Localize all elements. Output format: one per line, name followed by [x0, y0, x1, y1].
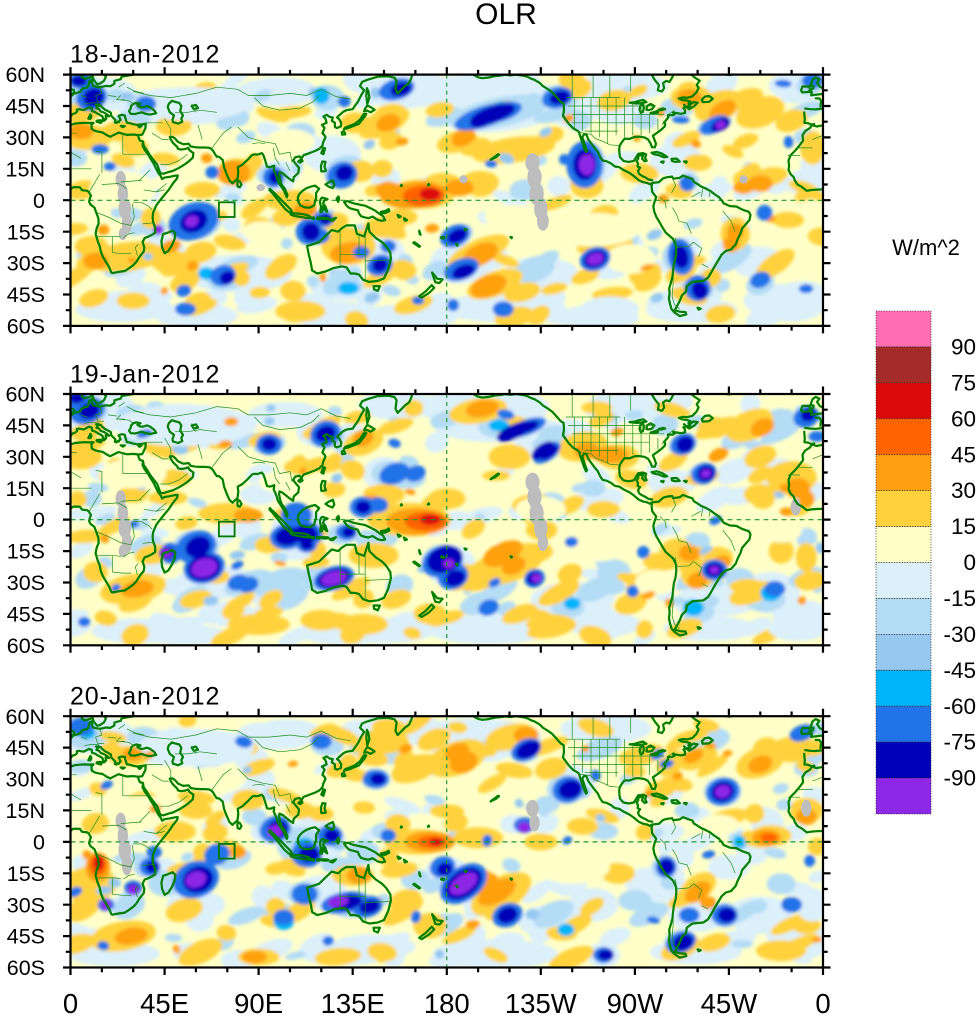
- svg-text:45W: 45W: [701, 988, 758, 1014]
- svg-text:30N: 30N: [6, 126, 45, 150]
- svg-text:60S: 60S: [7, 956, 45, 980]
- svg-text:30S: 30S: [7, 893, 45, 917]
- svg-text:W/m^2: W/m^2: [892, 235, 960, 260]
- svg-text:0: 0: [33, 831, 45, 855]
- svg-text:18-Jan-2012: 18-Jan-2012: [70, 41, 220, 69]
- svg-text:15S: 15S: [7, 862, 45, 886]
- svg-text:0: 0: [63, 988, 78, 1014]
- svg-text:60: 60: [951, 406, 976, 431]
- svg-text:60N: 60N: [6, 63, 45, 87]
- svg-text:60N: 60N: [6, 383, 45, 407]
- svg-text:135E: 135E: [321, 988, 385, 1014]
- svg-text:30: 30: [951, 478, 976, 503]
- svg-text:60N: 60N: [6, 705, 45, 729]
- svg-text:90E: 90E: [234, 988, 283, 1014]
- svg-text:15S: 15S: [7, 220, 45, 244]
- svg-text:45S: 45S: [7, 283, 45, 307]
- svg-text:90W: 90W: [607, 988, 664, 1014]
- svg-text:60S: 60S: [7, 634, 45, 658]
- svg-text:0: 0: [963, 550, 976, 575]
- svg-text:15: 15: [951, 514, 976, 539]
- svg-text:30S: 30S: [7, 252, 45, 276]
- svg-text:30S: 30S: [7, 571, 45, 595]
- svg-text:45N: 45N: [6, 736, 45, 760]
- svg-text:0: 0: [815, 988, 830, 1014]
- svg-text:60S: 60S: [7, 315, 45, 339]
- svg-text:15N: 15N: [6, 157, 45, 181]
- svg-text:135W: 135W: [505, 988, 577, 1014]
- svg-text:45E: 45E: [140, 988, 189, 1014]
- svg-text:-30: -30: [943, 622, 976, 647]
- svg-text:-90: -90: [943, 766, 976, 791]
- svg-text:0: 0: [33, 189, 45, 213]
- svg-text:45S: 45S: [7, 925, 45, 949]
- svg-text:15S: 15S: [7, 540, 45, 564]
- svg-text:15N: 15N: [6, 477, 45, 501]
- svg-text:75: 75: [951, 371, 976, 396]
- svg-text:OLR: OLR: [475, 0, 537, 31]
- svg-text:45: 45: [951, 442, 976, 467]
- svg-text:45S: 45S: [7, 603, 45, 627]
- svg-text:45N: 45N: [6, 95, 45, 119]
- svg-text:-15: -15: [943, 586, 976, 611]
- svg-text:180: 180: [424, 988, 470, 1014]
- svg-text:19-Jan-2012: 19-Jan-2012: [70, 361, 220, 389]
- svg-text:20-Jan-2012: 20-Jan-2012: [70, 683, 220, 711]
- svg-text:90: 90: [951, 335, 976, 360]
- svg-text:30N: 30N: [6, 768, 45, 792]
- svg-text:-75: -75: [943, 730, 976, 755]
- svg-text:-60: -60: [943, 694, 976, 719]
- svg-text:0: 0: [33, 508, 45, 532]
- svg-text:-45: -45: [943, 658, 976, 683]
- svg-text:45N: 45N: [6, 414, 45, 438]
- svg-text:15N: 15N: [6, 799, 45, 823]
- svg-text:30N: 30N: [6, 445, 45, 469]
